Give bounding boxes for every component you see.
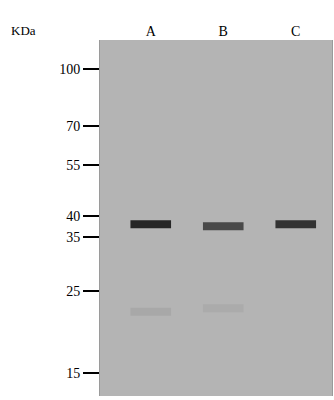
- svg-text:A: A: [146, 24, 157, 39]
- svg-text:35: 35: [66, 230, 80, 245]
- svg-text:100: 100: [59, 62, 80, 77]
- svg-text:40: 40: [66, 209, 80, 224]
- svg-text:KDa: KDa: [11, 23, 36, 38]
- svg-text:25: 25: [66, 284, 80, 299]
- svg-text:15: 15: [66, 366, 80, 381]
- svg-text:B: B: [219, 24, 228, 39]
- svg-text:70: 70: [66, 119, 80, 134]
- svg-text:55: 55: [66, 158, 80, 173]
- svg-text:C: C: [291, 24, 300, 39]
